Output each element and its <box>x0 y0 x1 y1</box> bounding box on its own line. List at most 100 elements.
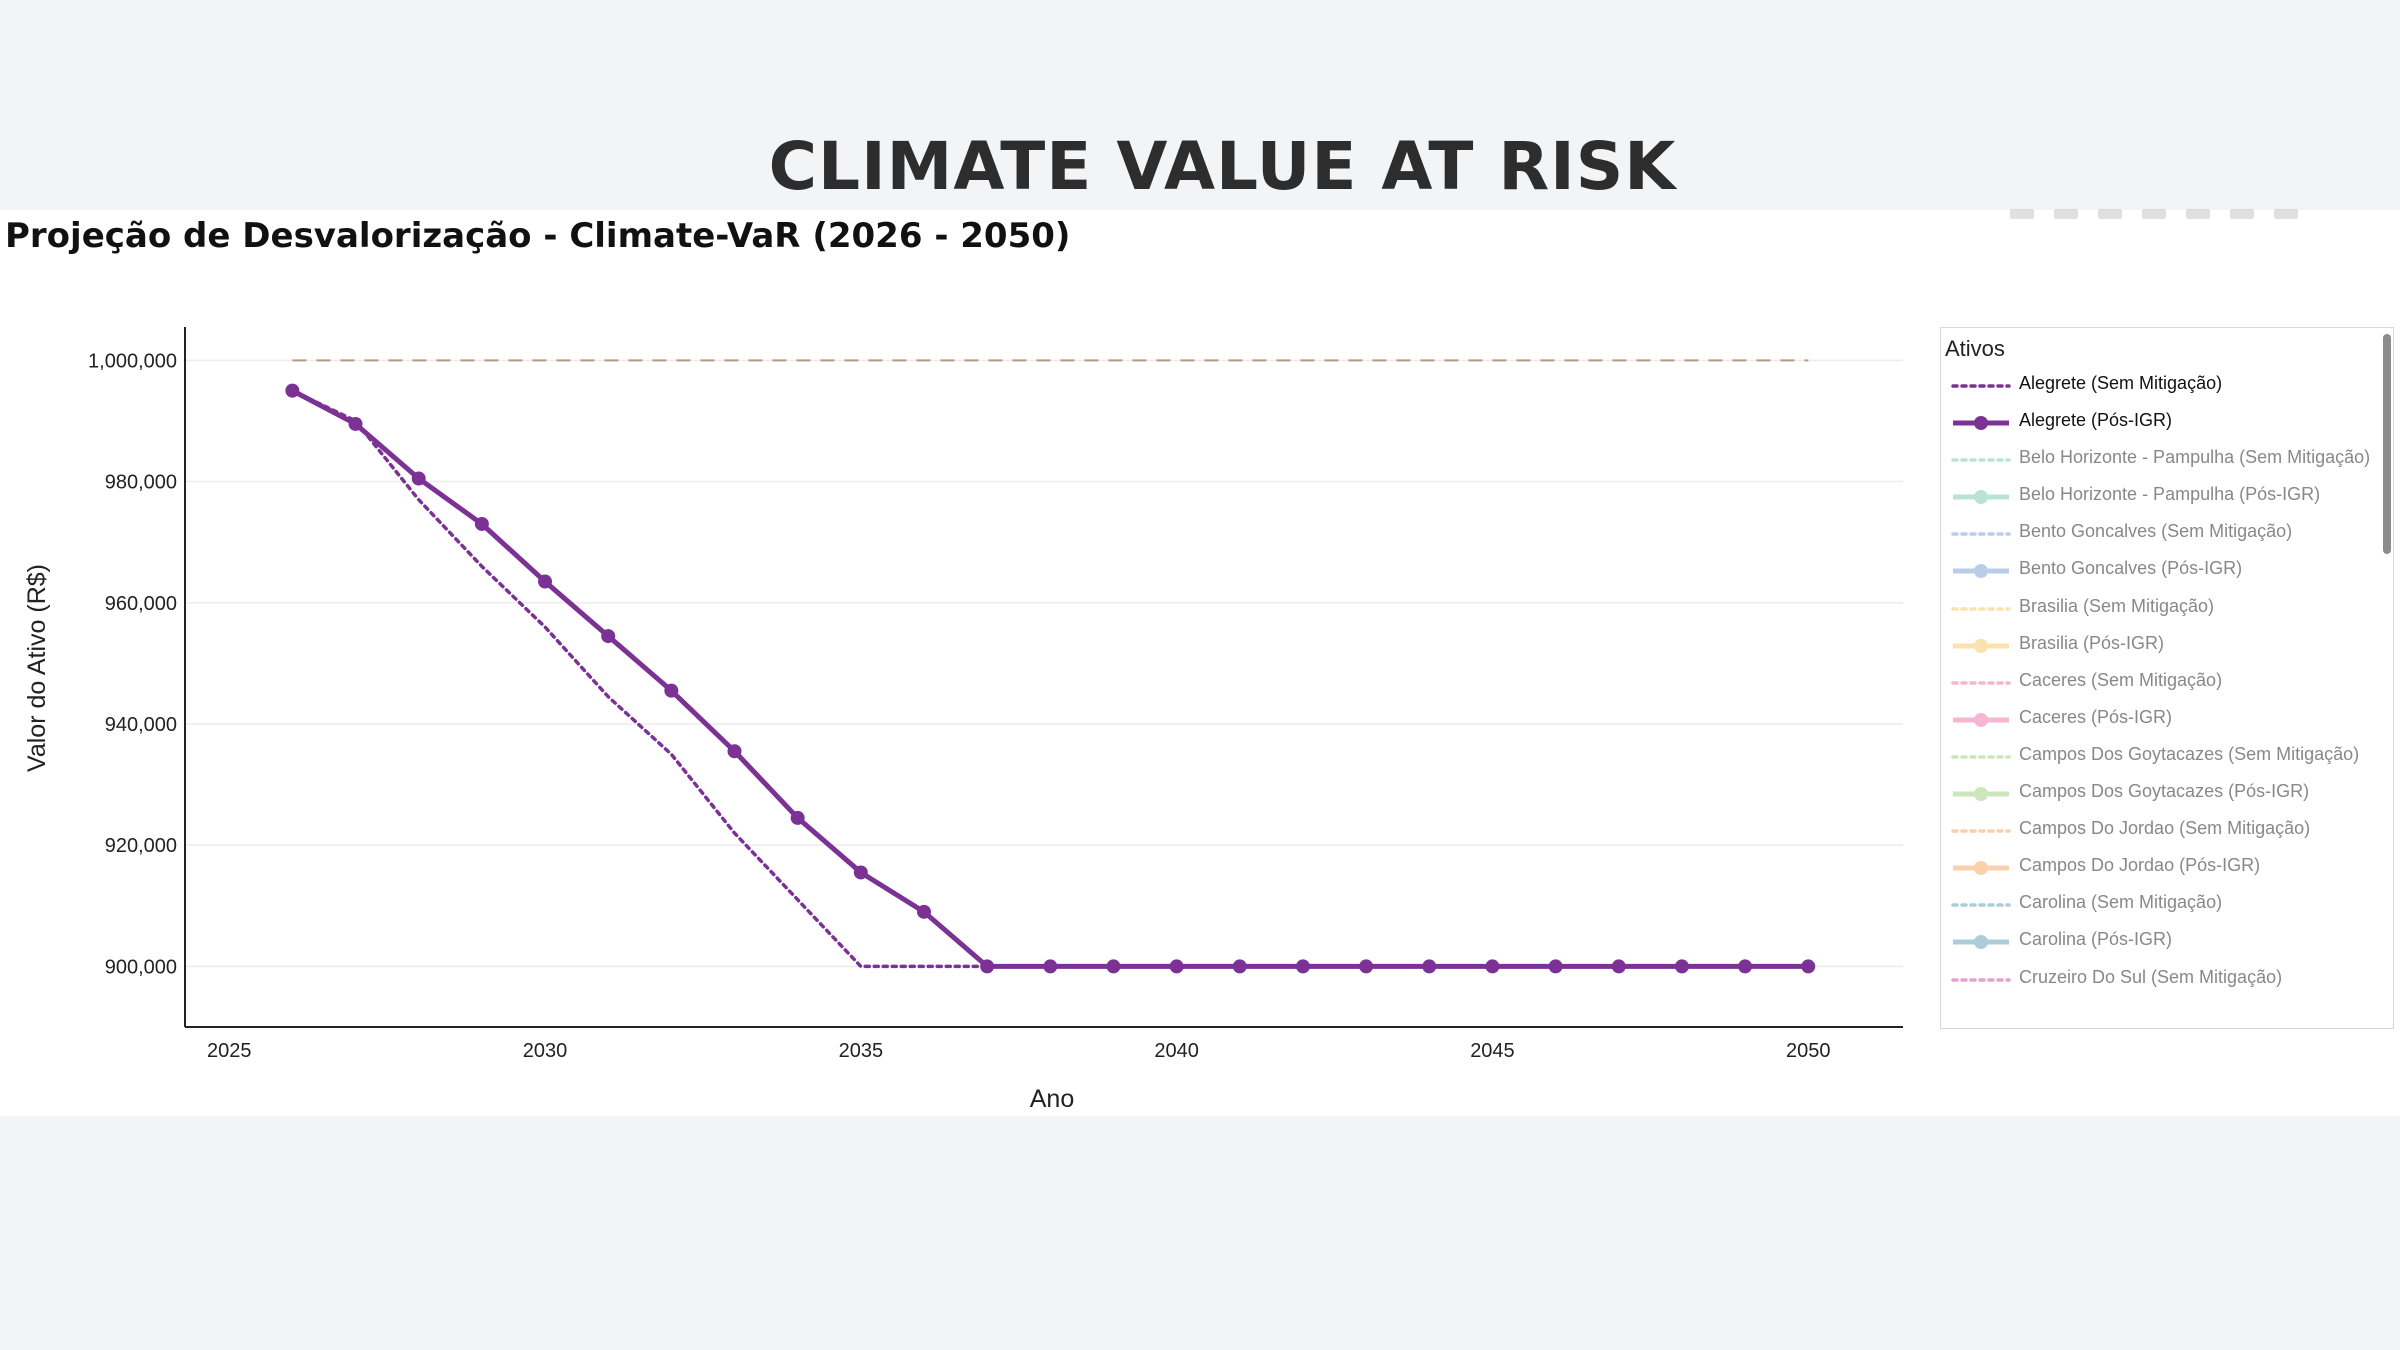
legend-item-label: Cruzeiro Do Sul (Sem Mitigação) <box>2019 966 2283 987</box>
legend-item-label: Campos Dos Goytacazes (Sem Mitigação) <box>2019 743 2360 764</box>
legend-swatch <box>1951 681 2011 685</box>
legend-item[interactable]: Brasilia (Pós-IGR) <box>1941 632 2381 669</box>
legend-swatch <box>1953 564 2009 579</box>
data-point <box>853 865 868 880</box>
legend-swatch <box>1953 712 2009 727</box>
zoom-in-icon[interactable] <box>2142 209 2166 219</box>
y-axis-label: Valor do Ativo (R$) <box>23 564 51 772</box>
legend-swatch <box>1951 532 2011 537</box>
legend-scrollbar[interactable] <box>2383 334 2391 554</box>
y-tick-label: 1,000,000 <box>88 350 177 372</box>
legend-item-label: Caceres (Sem Mitigação) <box>2019 669 2223 690</box>
legend-item[interactable]: Cruzeiro Do Sul (Sem Mitigação) <box>1941 966 2381 1003</box>
series-line-sem-mitigacao <box>290 388 1811 969</box>
legend-swatch-marker <box>1974 564 1988 579</box>
data-point <box>411 471 426 486</box>
legend-item-label: Carolina (Sem Mitigação) <box>2019 892 2223 913</box>
legend-swatch <box>1953 490 2009 505</box>
data-point <box>285 383 300 398</box>
legend-item[interactable]: Belo Horizonte - Pampulha (Pós-IGR) <box>1941 483 2381 520</box>
data-point <box>916 904 931 919</box>
legend-item[interactable]: Caceres (Pós-IGR) <box>1941 706 2381 743</box>
legend-swatch <box>1951 384 2011 388</box>
legend-item[interactable]: Campos Do Jordao (Pós-IGR) <box>1941 854 2381 891</box>
data-point <box>1232 959 1247 974</box>
legend-item[interactable]: Carolina (Pós-IGR) <box>1941 928 2381 965</box>
legend-item-label: Brasilia (Sem Mitigação) <box>2019 595 2215 616</box>
zoom-out-icon[interactable] <box>2186 209 2210 219</box>
data-point <box>601 629 616 644</box>
legend-item-label: Alegrete (Sem Mitigação) <box>2019 373 2223 393</box>
data-point <box>1359 959 1374 974</box>
data-point <box>1738 959 1753 974</box>
series-line-pos-igr <box>291 388 1809 969</box>
legend-swatch <box>1953 638 2009 653</box>
data-point <box>727 744 742 759</box>
legend-items: Alegrete (Sem Mitigação) Alegrete (Pós-IG… <box>1941 372 2381 1003</box>
legend-item-label: Bento Goncalves (Sem Mitigação) <box>2019 521 2293 542</box>
x-tick-label: 2035 <box>839 1040 884 1062</box>
legend-item[interactable]: Alegrete (Sem Mitigação) <box>1941 372 2381 409</box>
legend-item-label: Carolina (Pós-IGR) <box>2019 929 2173 950</box>
plot-area[interactable]: 900,000 920,000 940,000 960,000 980,000 1,000… <box>0 210 1940 1116</box>
pan-icon[interactable] <box>2098 209 2122 219</box>
x-axis-label: Ano <box>1030 1085 1074 1113</box>
grid <box>185 359 1903 968</box>
data-point <box>1106 959 1121 974</box>
data-point <box>1801 959 1816 974</box>
y-tick-label: 960,000 <box>105 593 177 615</box>
chart-panel: Projeção de Desvalorização - Climate-VaR… <box>0 209 2400 1116</box>
data-point <box>538 574 553 589</box>
page-header: CLIMATE VALUE AT RISK <box>0 0 2400 210</box>
data-point <box>1548 959 1563 974</box>
axes <box>184 327 1903 1028</box>
legend-item-label: Belo Horizonte - Pampulha (Sem Mitigação… <box>2019 447 2371 468</box>
data-point <box>474 516 489 531</box>
chart-toolbar[interactable] <box>2000 204 2400 234</box>
legend-swatch-marker <box>1974 861 1988 876</box>
x-tick-label: 2040 <box>1154 1040 1199 1062</box>
data-point <box>1611 959 1626 974</box>
legend-item[interactable]: Campos Dos Goytacazes (Pós-IGR) <box>1941 780 2381 817</box>
reset-axes-icon[interactable] <box>2274 209 2298 219</box>
legend-swatch <box>1953 861 2009 876</box>
y-tick-label: 980,000 <box>105 472 177 494</box>
legend-item-label: Campos Do Jordao (Pós-IGR) <box>2019 855 2261 876</box>
legend-swatch <box>1951 903 2011 908</box>
autoscale-icon[interactable] <box>2230 209 2254 219</box>
x-tick-label: 2030 <box>523 1040 568 1062</box>
legend-title: Ativos <box>1945 336 2005 361</box>
legend-item-label: Alegrete (Pós-IGR) <box>2019 410 2173 431</box>
legend-swatch <box>1953 416 2009 431</box>
legend-item[interactable]: Brasilia (Sem Mitigação) <box>1941 595 2381 632</box>
legend-swatch <box>1951 755 2011 759</box>
legend-item[interactable]: Belo Horizonte - Pampulha (Sem Mitigação… <box>1941 446 2381 483</box>
legend-item[interactable]: Campos Dos Goytacazes (Sem Mitigação) <box>1941 743 2381 780</box>
legend-item[interactable]: Caceres (Sem Mitigação) <box>1941 669 2381 706</box>
data-point <box>664 683 679 698</box>
x-tick-label: 2025 <box>207 1040 252 1062</box>
legend-item-label: Campos Do Jordao (Sem Mitigação) <box>2019 818 2311 839</box>
legend-item[interactable]: Bento Goncalves (Pós-IGR) <box>1941 557 2381 594</box>
data-point <box>1295 959 1310 974</box>
legend-item[interactable]: Alegrete (Pós-IGR) <box>1941 409 2381 446</box>
data-point <box>1169 959 1184 974</box>
data-point <box>348 416 363 431</box>
legend-item-label: Caceres (Pós-IGR) <box>2019 706 2173 727</box>
x-tick-label: 2045 <box>1470 1040 1515 1062</box>
legend-item-label: Bento Goncalves (Pós-IGR) <box>2019 558 2243 579</box>
legend[interactable]: Ativos Alegrete (Sem Mitigação) Alegrete … <box>1940 327 2394 1029</box>
legend-swatch-marker <box>1974 490 1988 505</box>
legend-item[interactable]: Campos Do Jordao (Sem Mitigação) <box>1941 817 2381 854</box>
tick-labels: 900,000 920,000 940,000 960,000 980,000 1,000… <box>88 350 1830 1062</box>
y-tick-label: 940,000 <box>105 714 177 736</box>
page-title: CLIMATE VALUE AT RISK <box>768 128 1677 205</box>
legend-item[interactable]: Carolina (Sem Mitigação) <box>1941 891 2381 928</box>
y-tick-label: 900,000 <box>105 956 177 978</box>
legend-item[interactable]: Bento Goncalves (Sem Mitigação) <box>1941 520 2381 557</box>
x-tick-label: 2050 <box>1786 1040 1831 1062</box>
zoom-icon[interactable] <box>2054 209 2078 219</box>
chart-title: Projeção de Desvalorização - Climate-VaR… <box>5 216 1071 256</box>
camera-icon[interactable] <box>2010 209 2034 219</box>
data-point <box>1422 959 1437 974</box>
